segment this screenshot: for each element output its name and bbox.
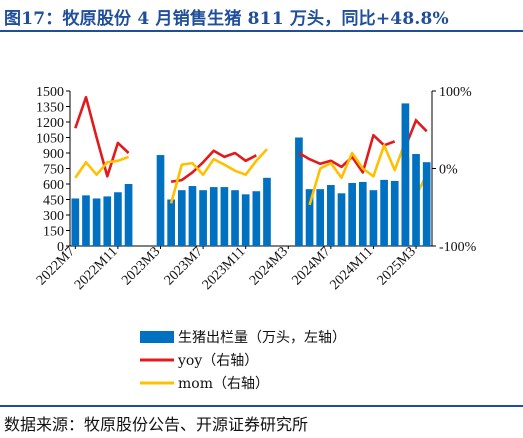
x-tick-label: 2022M11 [72,244,121,293]
bar-2023M10 [231,190,239,246]
bar-2025M1 [390,180,399,246]
left-tick-label: 900 [43,147,64,162]
legend-label: yoy（右轴） [177,353,258,369]
bar-2023M4 [167,199,175,246]
bar-2024M7 [327,185,335,246]
bar-2024M8 [337,193,346,246]
bar-2023M11 [241,194,250,246]
left-tick-label: 1500 [36,85,64,100]
bar-2023M3 [156,155,165,246]
bar-2024M10 [358,181,367,246]
bar-2022M8 [82,195,90,246]
left-tick-label: 1200 [36,116,64,131]
bar-2022M10 [103,196,112,246]
bar-2023M9 [220,187,229,246]
bar-2025-1 [412,154,420,246]
title-rule [0,30,523,32]
bar-2023M6 [188,186,197,246]
bar-2022M11 [114,192,122,246]
bar-2022M12 [124,184,133,246]
bar-2025-2 [422,162,431,246]
bar-2024M1 [263,177,271,246]
source-note: 数据来源：牧原股份公告、开源证券研究所 [4,415,309,434]
legend-label: 生猪出栏量（万头，左轴） [178,330,346,346]
right-tick-label: -100% [439,240,477,255]
bar-2024M12 [380,179,388,246]
source-rule [0,405,523,407]
bar-2023M5 [177,190,186,246]
legend-label: mom（右轴） [178,376,269,392]
left-tick-label: 150 [43,225,64,240]
figure-title: 图17：牧原股份 4 月销售生猪 811 万头，同比+48.8% [4,9,449,29]
bar-2022M9 [92,198,101,246]
bar-2024M9 [348,182,356,246]
left-tick-label: 300 [43,209,64,224]
bar-2024M11 [369,190,378,246]
bar-2024M6 [316,189,325,246]
right-tick-label: 100% [439,85,472,100]
yoy-line-segment [298,133,396,174]
left-tick-label: 0 [57,240,64,255]
x-tick-label: 2023M11 [200,244,249,293]
x-tick-label: 2024M3 [247,244,291,288]
bar-2023M12 [252,191,261,246]
x-tick-label: 2025M3 [375,244,419,288]
mom-line-segment [74,155,130,179]
bar-2022M7 [71,198,80,246]
bar-2024M5 [305,189,314,246]
bar-2024M4 [295,137,303,246]
mom-line-segment [308,140,407,206]
bar-2025-0 [401,103,410,247]
yoy-line-segment [74,95,130,178]
right-tick-label: 0% [439,163,458,178]
left-tick-label: 600 [43,178,64,193]
x-tick-label: 2024M11 [328,244,377,293]
mom-line-segment [169,148,268,204]
bar-2023M8 [209,187,218,246]
bar-2023M7 [199,190,207,246]
left-tick-label: 750 [43,163,64,178]
left-tick-label: 450 [43,194,64,209]
yoy-line-segment [170,149,257,183]
x-tick-label: 2023M3 [119,244,163,288]
left-tick-label: 1050 [36,132,64,147]
left-tick-label: 1350 [36,101,64,116]
legend-swatch-bar [140,331,174,343]
